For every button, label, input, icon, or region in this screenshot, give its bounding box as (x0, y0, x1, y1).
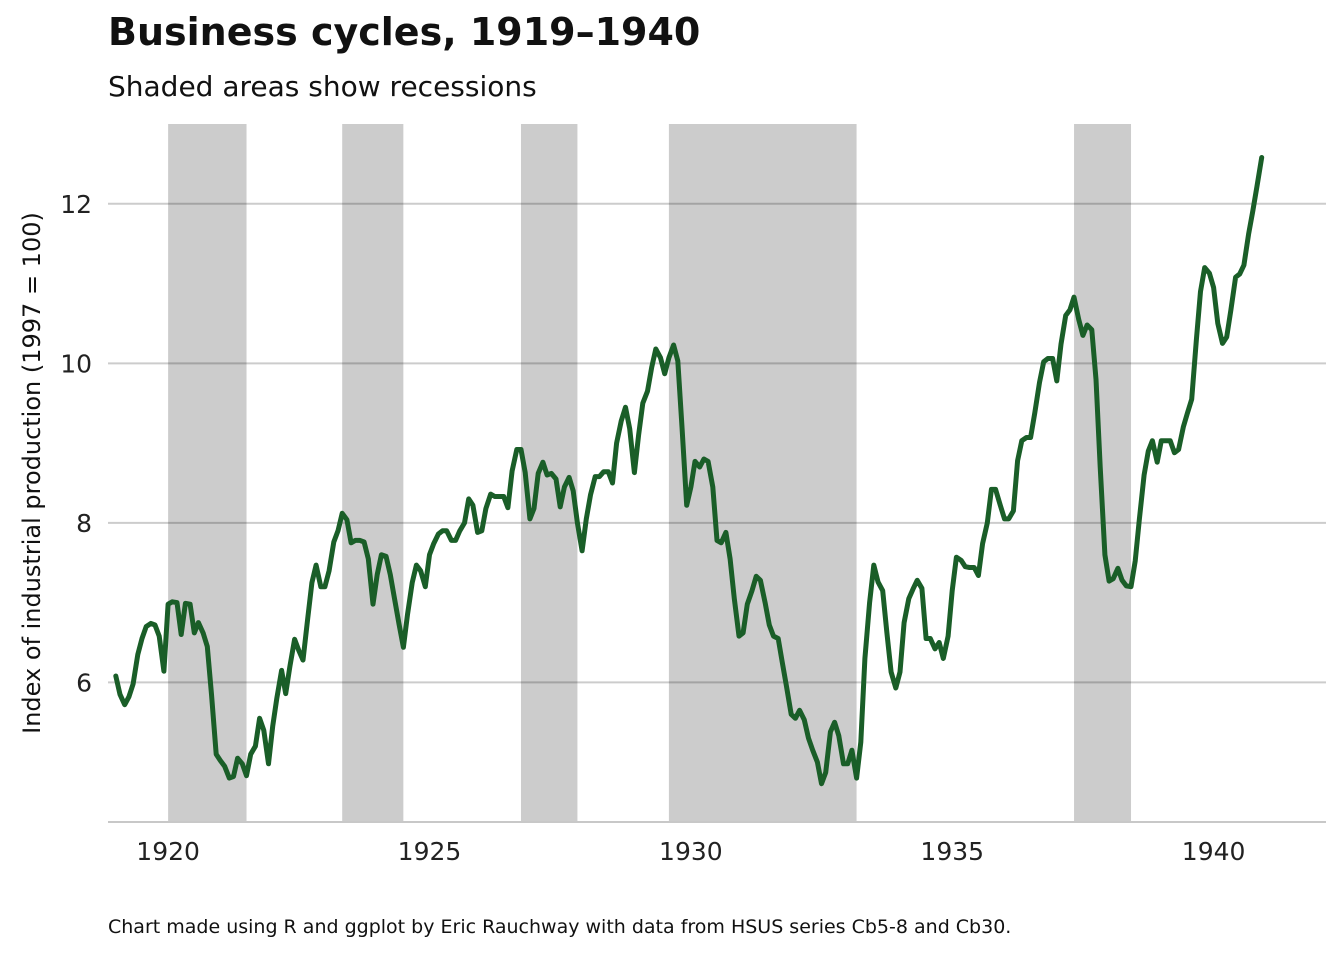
chart-title: Business cycles, 1919–1940 (108, 10, 701, 54)
recession-bands (168, 124, 1132, 822)
tick-labels: 6 8 10 12 1920 1925 1930 1935 1940 (60, 190, 1245, 866)
y-tick-label-6: 6 (76, 668, 92, 697)
chart-subtitle: Shaded areas show recessions (108, 70, 537, 103)
x-tick-label-1925: 1925 (398, 837, 462, 866)
y-tick-label-10: 10 (60, 349, 92, 378)
chart-plot: 6 8 10 12 1920 1925 1930 1935 1940 Index of indu… (18, 124, 1326, 866)
x-tick-label-1930: 1930 (659, 837, 723, 866)
recession-band-4 (668, 124, 857, 822)
x-tick-label-1940: 1940 (1182, 837, 1246, 866)
series-line-industrial-production (113, 155, 1265, 787)
y-tick-label-12: 12 (60, 190, 92, 219)
chart-caption: Chart made using R and ggplot by Eric Ra… (108, 916, 1012, 938)
recession-band-2 (342, 124, 404, 822)
x-tick-label-1935: 1935 (920, 837, 984, 866)
y-axis-title: Index of industrial production (1997 = 1… (18, 212, 46, 734)
recession-band-1 (168, 124, 247, 822)
x-tick-label-1920: 1920 (136, 837, 200, 866)
y-tick-label-8: 8 (76, 509, 92, 538)
